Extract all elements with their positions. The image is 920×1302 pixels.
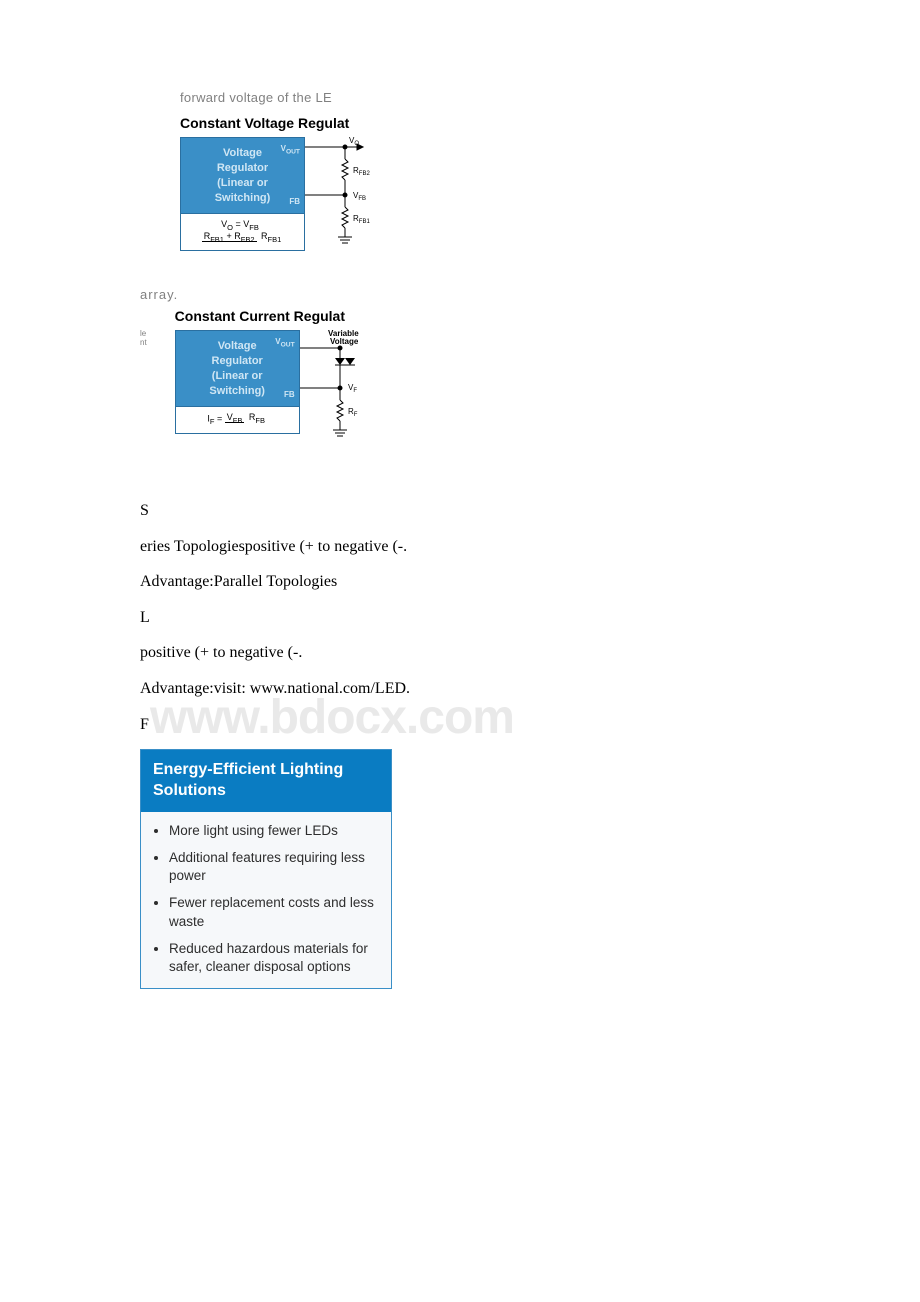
pin-fb-label-2: FB — [284, 390, 295, 401]
equation-box-2: IF = VFB RFB — [175, 407, 300, 433]
list-item: More light using fewer LEDs — [169, 822, 381, 840]
body-p3: Advantage:Parallel Topologies — [140, 571, 780, 593]
list-item: Reduced hazardous materials for safer, c… — [169, 940, 381, 976]
reg-text-line4: Switching) — [185, 191, 300, 206]
circuit1-rfb2-label: RFB2 — [353, 166, 370, 177]
pin-fb-label: FB — [289, 197, 300, 208]
circuit1-vfb-label: VFB — [353, 191, 366, 202]
diagram-constant-current: Constant Current Regulat VOUT FB Voltage… — [175, 308, 360, 460]
regulator-box-2: VOUT FB Voltage Regulator (Linear or Swi… — [175, 330, 300, 407]
reg-text-line3: (Linear or — [185, 176, 300, 191]
circuit1-vo-label: VO — [349, 137, 359, 147]
body-p1: S — [140, 500, 780, 522]
energy-header-line1: Energy-Efficient Lighting — [153, 760, 379, 781]
pin-vout-label-2: VOUT — [275, 337, 294, 350]
body-p6: Advantage:visit: www.national.com/LED. — [140, 678, 780, 700]
body-p7: F — [140, 714, 780, 736]
circuit2-vf-label: VF — [348, 383, 357, 394]
energy-box-list: More light using fewer LEDs Additional f… — [141, 812, 391, 989]
side-fragment: le nt — [140, 330, 147, 460]
fragment-text-top: forward voltage of the LE — [180, 90, 780, 105]
energy-box-header: Energy-Efficient Lighting Solutions — [141, 750, 391, 812]
body-p4: L — [140, 607, 780, 629]
fragment-text-mid: array. — [140, 287, 780, 302]
body-p5: positive (+ to negative (-. — [140, 642, 780, 664]
reg2-text-line4: Switching) — [180, 384, 295, 399]
circuit-schematic-1: VO RFB2 VFB RFB1 — [305, 137, 365, 267]
energy-efficient-box: Energy-Efficient Lighting Solutions More… — [140, 749, 392, 989]
diagram-constant-voltage: Constant Voltage Regulat VOUT FB Voltage… — [180, 115, 780, 267]
diagram1-title: Constant Voltage Regulat — [180, 115, 780, 131]
reg2-text-line2: Regulator — [180, 354, 295, 369]
diagram2-title: Constant Current Regulat — [175, 308, 360, 324]
equation-box-1: VO = VFB RFB1 + RFB2 RFB1 — [180, 214, 305, 251]
circuit1-rfb1-label: RFB1 — [353, 214, 370, 225]
body-text-block: S eries Topologiespositive (+ to negativ… — [140, 500, 780, 735]
reg-text-line2: Regulator — [185, 161, 300, 176]
circuit2-rf-label: RF — [348, 407, 358, 418]
list-item: Fewer replacement costs and less waste — [169, 894, 381, 930]
regulator-box-1: VOUT FB Voltage Regulator (Linear or Swi… — [180, 137, 305, 214]
reg2-text-line3: (Linear or — [180, 369, 295, 384]
energy-header-line2: Solutions — [153, 781, 379, 802]
circuit2-top2: Voltage — [330, 337, 359, 346]
list-item: Additional features requiring less power — [169, 849, 381, 885]
pin-vout-label: VOUT — [281, 144, 300, 157]
body-p2: eries Topologiespositive (+ to negative … — [140, 536, 780, 558]
circuit-schematic-2: Variable Voltage VF RF — [300, 330, 360, 460]
